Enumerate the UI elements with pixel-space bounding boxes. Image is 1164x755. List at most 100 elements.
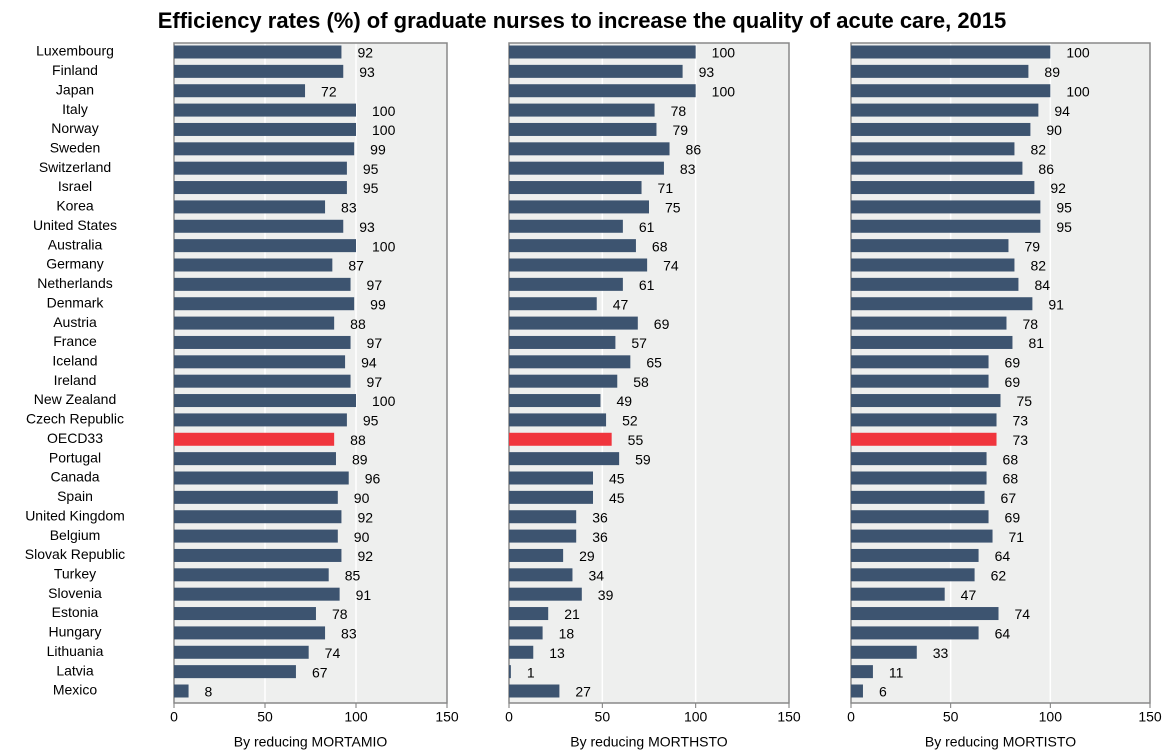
bar [174,103,356,117]
value-label: 91 [356,587,372,603]
value-label: 61 [639,277,655,293]
x-axis-label: By reducing MORTHSTO [570,734,728,750]
value-label: 97 [367,374,383,390]
value-label: 33 [933,645,949,661]
value-label: 92 [357,509,373,525]
category-label: Norway [51,120,98,136]
value-label: 86 [1038,161,1054,177]
category-label: Turkey [54,566,96,582]
bar [509,355,631,369]
bar [851,277,1019,291]
bar [851,64,1029,78]
value-label: 71 [1009,529,1025,545]
bar [509,490,593,504]
value-label: 55 [628,432,644,448]
value-label: 83 [680,161,696,177]
value-label: 78 [671,103,687,119]
bar [851,490,985,504]
category-label: Iceland [52,353,97,369]
value-label: 73 [1013,432,1029,448]
category-label: Japan [56,81,94,97]
bar [174,529,338,543]
category-label: France [53,333,97,349]
bar [509,413,607,427]
value-label: 57 [631,335,647,351]
bar [174,568,329,582]
value-label: 29 [579,548,595,564]
value-label: 90 [354,490,370,506]
value-label: 92 [357,548,373,564]
value-label: 87 [348,258,364,274]
bar [851,471,987,485]
value-label: 81 [1028,335,1044,351]
bar [174,394,356,408]
bar [509,64,683,78]
value-label: 68 [652,238,668,254]
bar [509,510,577,524]
value-label: 79 [1024,238,1040,254]
x-tick-label: 50 [943,709,959,725]
value-label: 94 [361,355,377,371]
bar [851,684,863,698]
category-label: Italy [62,101,88,117]
value-label: 64 [995,626,1011,642]
bar [174,684,189,698]
bar [851,665,873,679]
bar [174,471,349,485]
value-label: 64 [995,548,1011,564]
value-label: 67 [312,664,328,680]
bar [851,374,989,388]
value-label: 90 [1046,122,1062,138]
value-label: 92 [1050,180,1066,196]
value-label: 74 [1015,606,1031,622]
bar [851,432,997,446]
category-label: Estonia [52,604,99,620]
category-label: Israel [58,178,92,194]
value-label: 36 [592,509,608,525]
value-label: 69 [1005,509,1021,525]
bar [509,471,593,485]
category-label: Latvia [56,662,94,678]
value-label: 93 [359,64,375,80]
value-label: 88 [350,316,366,332]
value-label: 68 [1003,451,1019,467]
value-label: 83 [341,626,357,642]
bar [174,548,342,562]
value-label: 85 [345,568,361,584]
bar [174,335,351,349]
plot-border [173,42,448,704]
value-label: 74 [325,645,341,661]
chart-title: Efficiency rates (%) of graduate nurses … [158,8,1007,33]
value-label: 69 [654,316,670,332]
value-label: 90 [354,529,370,545]
value-label: 100 [712,83,736,99]
bar [509,374,618,388]
bar [509,432,612,446]
bar [174,645,309,659]
bar [174,316,335,330]
value-label: 100 [372,238,396,254]
value-label: 47 [961,587,977,603]
bar [851,316,1007,330]
bar [851,219,1041,233]
bar [174,219,344,233]
x-tick-label: 0 [170,709,178,725]
value-label: 100 [1066,45,1090,61]
value-label: 82 [1030,142,1046,158]
value-label: 75 [1017,393,1033,409]
category-label: Denmark [47,294,105,310]
category-label: Canada [50,469,99,485]
bar [174,413,347,427]
value-label: 47 [613,296,629,312]
bar [174,142,355,156]
bar [851,413,997,427]
bar [174,665,296,679]
bar [851,335,1013,349]
value-label: 6 [879,684,887,700]
value-label: 67 [1001,490,1017,506]
bar [509,587,582,601]
value-label: 62 [991,568,1007,584]
value-label: 69 [1005,374,1021,390]
value-label: 71 [658,180,674,196]
